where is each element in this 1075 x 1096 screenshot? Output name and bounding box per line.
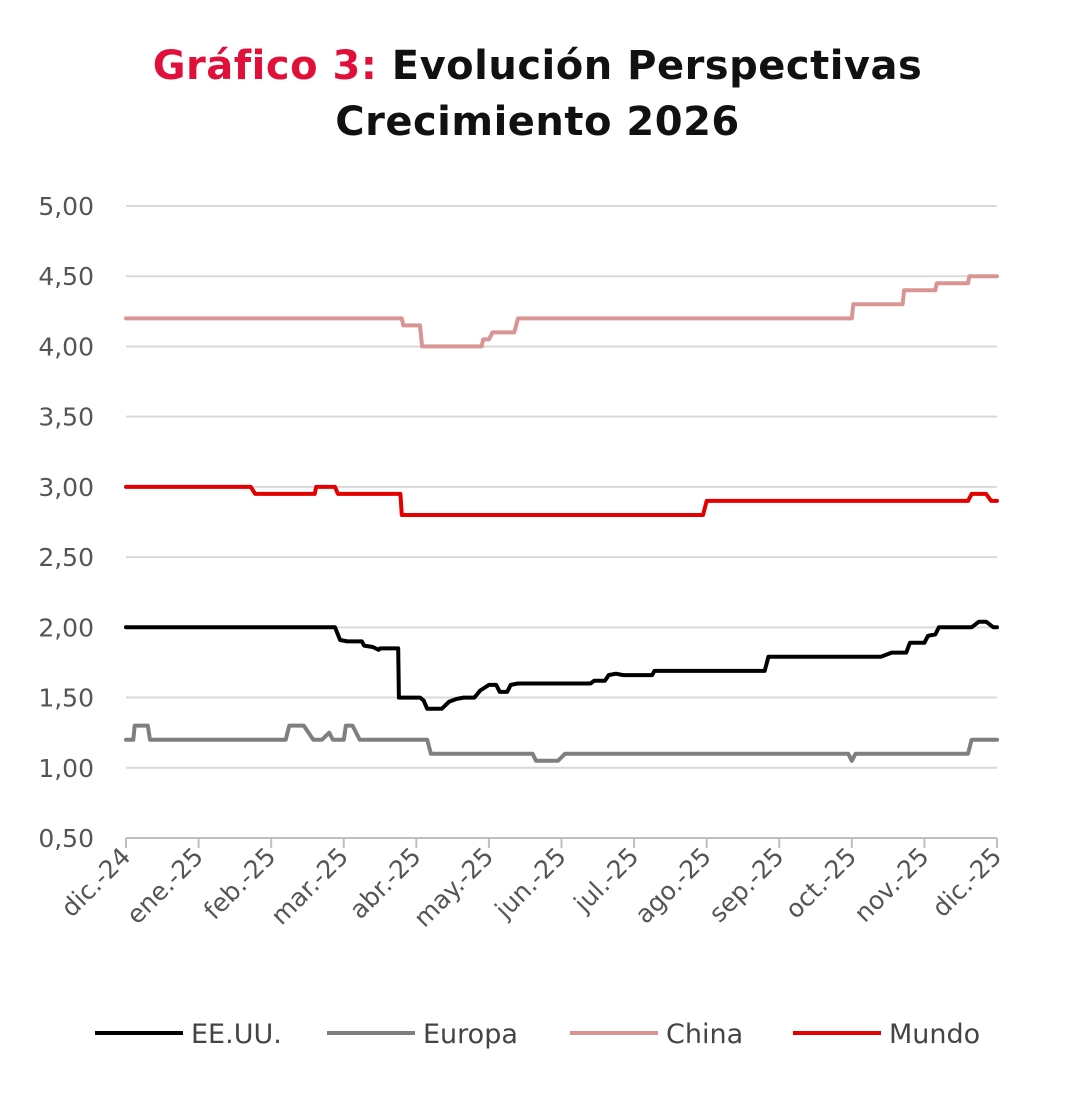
legend-label: China [666,1019,743,1050]
y-tick-label: 4,50 [38,262,94,291]
title-line-1: Gráfico 3: Evolución Perspectivas [0,38,1075,94]
y-tick-label: 1,50 [38,684,94,713]
series-lines [124,274,999,763]
y-tick-label: 1,00 [38,754,94,783]
series-line-mundo [124,484,999,517]
title-prefix: Gráfico 3: [152,43,378,89]
x-tick-label: nov.-25 [849,842,935,928]
x-tick-label: mar.-25 [265,842,354,931]
x-tick-label: may.-25 [408,842,499,933]
y-tick-label: 3,50 [38,403,94,432]
series-line-eeuu [124,619,999,711]
x-tick-label: ene.-25 [121,842,209,930]
series-line-europa [124,723,999,763]
x-tick-label: jun.-25 [489,842,572,925]
legend-label: Europa [423,1019,518,1050]
title-main: Evolución Perspectivas [391,43,923,89]
y-tick-label: 2,50 [38,543,94,572]
x-axis: dic.-24ene.-25feb.-25mar.-25abr.-25may.-… [55,837,1007,933]
y-tick-label: 0,50 [38,824,94,853]
x-tick-label: oct.-25 [780,842,862,924]
legend-label: Mundo [889,1019,980,1050]
y-tick-label: 2,00 [38,613,94,642]
chart-title: Gráfico 3: Evolución Perspectivas Crecim… [0,38,1075,150]
title-line-2: Crecimiento 2026 [335,99,740,145]
x-tick-label: ago.-25 [629,842,717,930]
y-axis-ticks: 0,50 1,00 1,50 2,00 2,50 3,00 3,50 4,00 4,50 5,00 [38,192,94,853]
gridlines [126,205,997,839]
x-tick-label: dic.-25 [926,842,1007,923]
series-line-china [124,274,999,349]
x-tick-label: sep.-25 [703,842,789,928]
legend-label: EE.UU. [191,1019,282,1050]
y-tick-label: 3,00 [38,473,94,502]
y-tick-label: 5,00 [38,192,94,221]
legend: EE.UU. Europa China Mundo [95,1019,980,1050]
y-tick-label: 4,00 [38,332,94,361]
